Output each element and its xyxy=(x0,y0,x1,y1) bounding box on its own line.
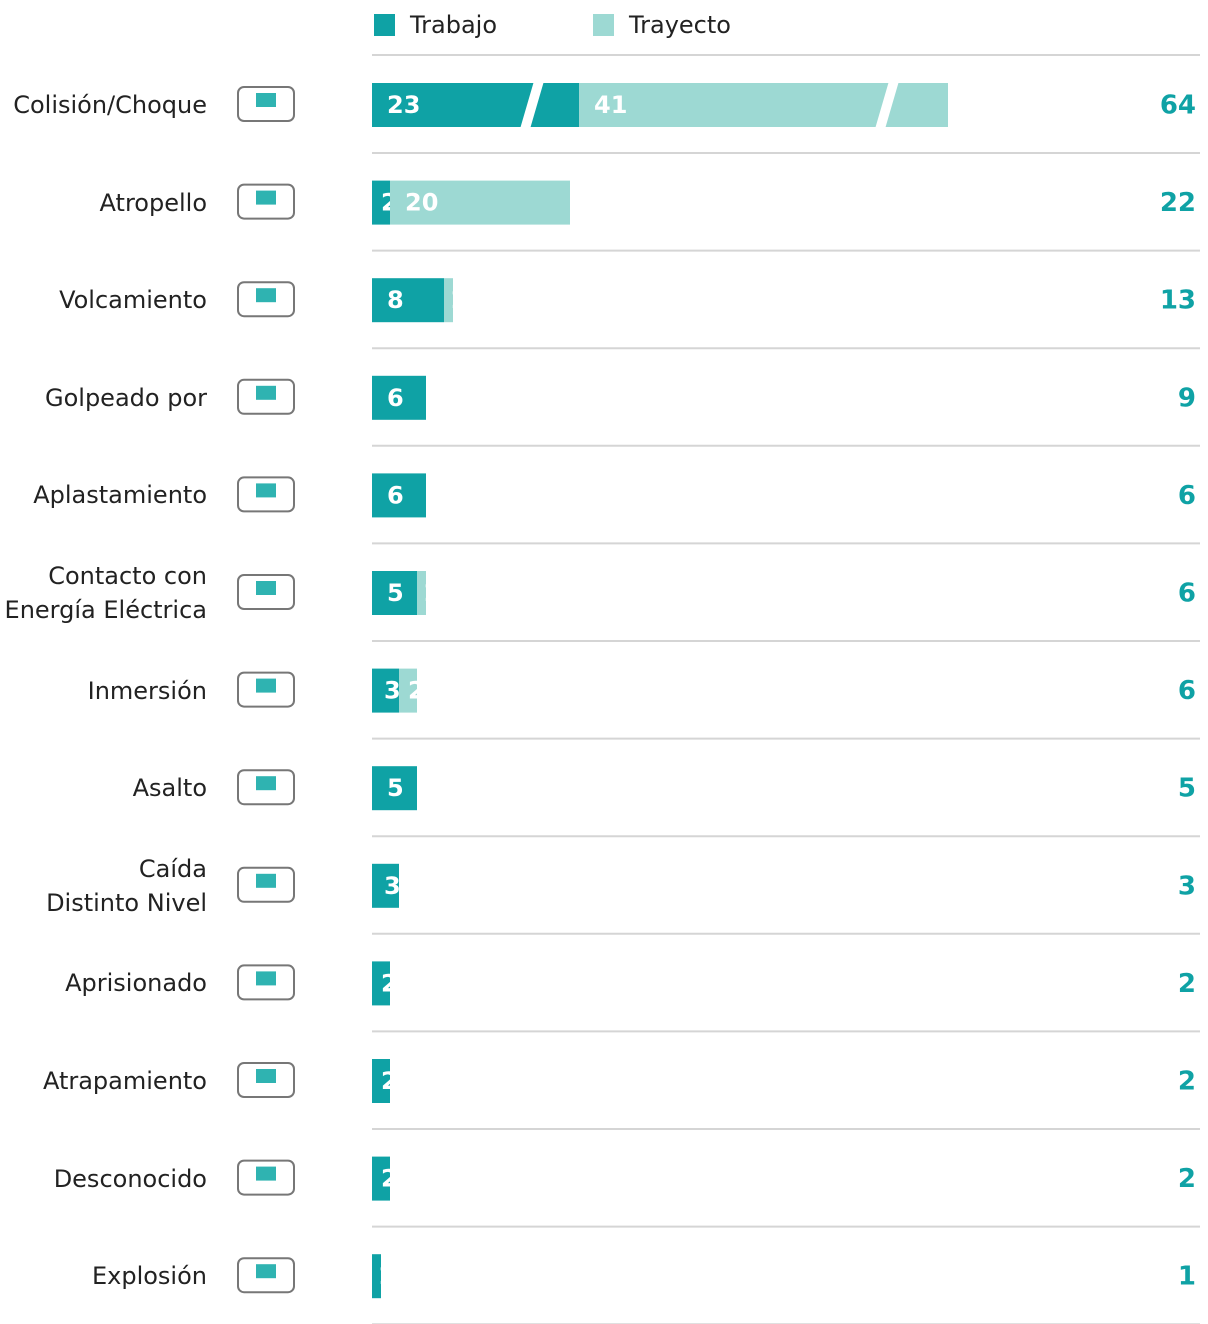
category-label: Explosión xyxy=(92,1259,207,1293)
icon-accent xyxy=(256,1069,276,1083)
category-icon xyxy=(238,868,294,902)
category-icon xyxy=(238,575,294,609)
value-label: 3 xyxy=(384,677,401,705)
value-label: 2 xyxy=(408,677,425,705)
category-label: Volcamiento xyxy=(59,283,207,317)
total-label: 1 xyxy=(1178,1262,1196,1292)
icon-accent xyxy=(256,191,276,205)
icon-accent xyxy=(256,776,276,790)
value-label: 2 xyxy=(381,1067,398,1095)
category-icon xyxy=(238,673,294,707)
icon-accent xyxy=(256,874,276,888)
value-label: 5 xyxy=(387,579,404,607)
category-icon xyxy=(238,1063,294,1097)
value-label: 3 xyxy=(384,872,401,900)
icon-accent xyxy=(256,581,276,595)
value-label: 6 xyxy=(387,481,404,509)
total-label: 64 xyxy=(1160,91,1196,121)
category-label: Caída Distinto Nivel xyxy=(46,852,207,920)
category-icon xyxy=(238,282,294,316)
icon-accent xyxy=(256,1264,276,1278)
value-label: 1 xyxy=(378,1262,395,1290)
category-label: Golpeado por xyxy=(45,381,207,415)
value-label: 1 xyxy=(450,286,467,314)
category-label: Inmersión xyxy=(88,674,207,708)
total-label: 6 xyxy=(1178,676,1196,706)
value-label: 20 xyxy=(405,189,438,217)
value-label: 41 xyxy=(594,91,627,119)
category-label: Atrapamiento xyxy=(43,1064,207,1098)
value-label: 23 xyxy=(387,91,420,119)
bar-segment xyxy=(372,278,444,322)
total-label: 5 xyxy=(1178,774,1196,804)
total-label: 2 xyxy=(1178,969,1196,999)
category-label: Contacto con Energía Eléctrica xyxy=(5,559,207,627)
legend-swatch xyxy=(374,14,395,36)
category-icon xyxy=(238,965,294,999)
category-label: Colisión/Choque xyxy=(13,88,207,122)
value-label: 2 xyxy=(381,969,398,997)
category-icon xyxy=(238,87,294,121)
value-label: 1 xyxy=(423,579,440,607)
category-icon xyxy=(238,185,294,219)
icon-accent xyxy=(256,93,276,107)
category-label: Atropello xyxy=(100,186,207,220)
total-label: 2 xyxy=(1178,1164,1196,1194)
icon-accent xyxy=(256,971,276,985)
icon-accent xyxy=(256,386,276,400)
value-label: 2 xyxy=(381,1165,398,1193)
category-label: Aplastamiento xyxy=(33,478,207,512)
value-label: 8 xyxy=(387,286,404,314)
category-label: Desconocido xyxy=(54,1162,207,1196)
total-label: 22 xyxy=(1160,188,1196,218)
category-icon xyxy=(238,477,294,511)
total-label: 13 xyxy=(1160,286,1196,316)
icon-accent xyxy=(256,288,276,302)
total-label: 3 xyxy=(1178,871,1196,901)
icon-accent xyxy=(256,679,276,693)
value-label: 5 xyxy=(387,774,404,802)
icon-accent xyxy=(256,483,276,497)
legend-label: Trabajo xyxy=(409,11,497,39)
total-label: 6 xyxy=(1178,481,1196,511)
category-icon xyxy=(238,380,294,414)
category-icon xyxy=(238,770,294,804)
category-label: Asalto xyxy=(133,771,207,805)
legend-label: Trayecto xyxy=(628,11,731,39)
chart: TrabajoTrayecto2341642202281136966516326… xyxy=(0,0,1208,1324)
category-label: Aprisionado xyxy=(65,966,207,1000)
category-icon xyxy=(238,1161,294,1195)
legend-swatch xyxy=(593,14,614,36)
category-icon xyxy=(238,1258,294,1292)
total-label: 9 xyxy=(1178,383,1196,413)
icon-accent xyxy=(256,1167,276,1181)
total-label: 6 xyxy=(1178,579,1196,609)
total-label: 2 xyxy=(1178,1067,1196,1097)
value-label: 6 xyxy=(387,384,404,412)
